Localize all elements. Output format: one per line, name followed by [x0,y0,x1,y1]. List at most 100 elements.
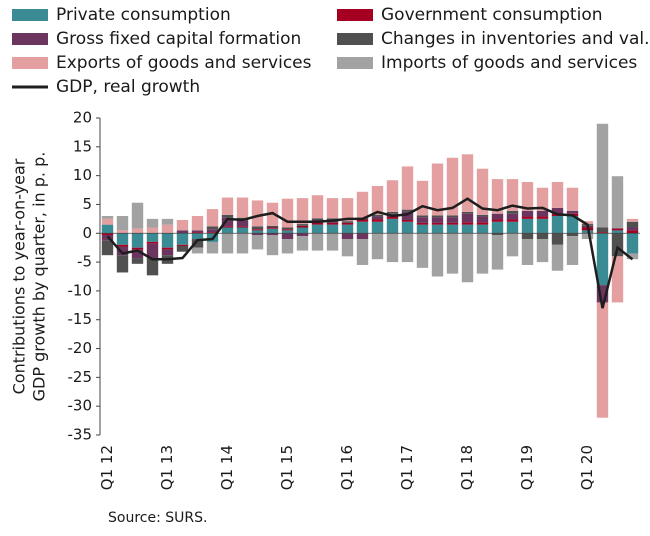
bar-segment [281,230,294,234]
bar-segment [101,240,114,256]
x-tick-label: Q1 13 [158,445,176,490]
bar-segment [116,230,129,234]
legend-label: Private consumption [56,5,231,25]
bar-segment [446,222,459,225]
bar-segment [176,245,189,252]
bar-segment [491,219,504,222]
bar-segment [371,186,384,215]
bar-segment [566,215,579,234]
bar-segment [476,222,489,225]
x-tick-label: Q1 16 [338,445,356,490]
bar-segment [626,230,639,234]
bar-segment [506,221,519,234]
bar-segment [131,228,144,234]
bar-segment [176,233,189,245]
bar-segment [206,241,219,254]
bar-segment [206,209,219,227]
bar-segment [236,197,249,218]
bar-segment [266,228,279,234]
bar-segment [506,210,519,214]
x-tick-label: Q1 18 [458,445,476,490]
bar-segment [611,228,624,229]
bar-segment [311,218,324,221]
bar-segment [266,233,279,236]
bar-segment [281,239,294,254]
y-tick-label: -15 [68,310,93,328]
bar-segment [296,198,309,225]
bar-segment [626,253,639,260]
bar-segment [341,233,354,240]
bar-segment [281,227,294,230]
bar-segment [296,227,309,234]
bar-segment [536,187,549,211]
bar-segment [236,227,249,234]
x-tick-label: Q1 14 [218,445,236,490]
legend-label: Gross fixed capital formation [56,29,301,49]
bar-segment [431,233,444,277]
bar-segment [191,239,204,248]
bar-segment [551,207,564,214]
bar-segment [536,218,549,234]
bar-segment [131,247,144,250]
bar-segment [221,233,234,254]
bar-segment [551,181,564,208]
bar-segment [416,215,429,218]
bar-segment [371,214,384,217]
bar-segment [491,221,504,234]
bar-segment [221,226,234,228]
bar-segment [206,226,219,230]
bar-segment [431,217,444,223]
bar-segment [281,198,294,228]
bar-segment [596,232,609,234]
bar-segment [266,225,279,228]
bar-segment [446,233,459,274]
bar-segment [551,233,564,245]
bar-segment [536,239,549,263]
bar-segment [521,210,534,217]
bar-segment [251,229,264,231]
bar-segment [356,221,369,234]
bar-segment [551,244,564,271]
bar-segment [476,224,489,234]
bar-segment [326,233,339,251]
bar-segment [611,256,624,303]
bar-segment [311,224,324,234]
bar-segment [431,222,444,225]
bar-segment [521,233,534,240]
bar-segment [356,219,369,222]
bar-segment [566,236,579,265]
bar-segment [416,224,429,234]
bar-segment [296,224,309,226]
bar-segment [251,226,264,230]
bar-segment [146,233,159,242]
y-tick-label: -35 [68,426,93,444]
bar-segment [386,233,399,263]
legend-swatch [12,33,48,45]
bar-segment [146,227,159,234]
bar-segment [431,215,444,218]
bar-segment [161,233,174,248]
bar-segment [416,217,429,223]
bar-segment [536,210,549,217]
bar-segment [461,213,474,223]
bar-segment [461,154,474,212]
bar-segment [611,233,624,257]
source-note: Source: SURS. [108,510,207,526]
bar-segment [326,224,339,234]
bar-segment [416,222,429,225]
bar-segment [581,221,594,225]
bar-segment [626,221,639,228]
bar-segment [116,244,129,247]
bar-segment [566,187,579,211]
y-tick-label: 20 [73,109,92,127]
bar-segment [446,157,459,216]
bar-segment [311,233,324,251]
y-tick-label: -25 [68,368,93,386]
bar-segment [191,247,204,254]
x-tick-label: Q1 17 [398,445,416,490]
x-tick-label: Q1 19 [518,445,536,490]
bar-segment [341,239,354,257]
bar-segment [476,214,489,217]
bar-segment [461,222,474,225]
